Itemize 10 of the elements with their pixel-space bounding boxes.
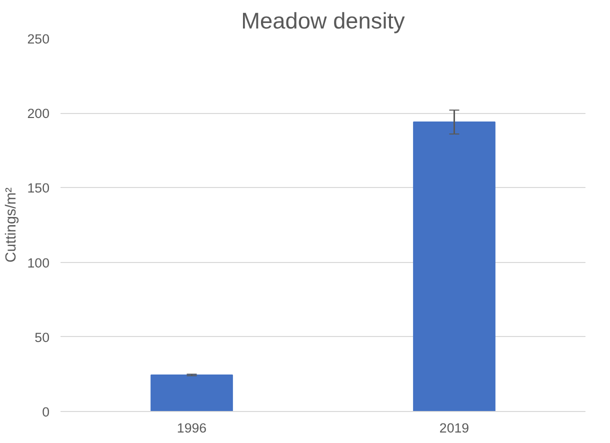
y-tick-label: 50 bbox=[34, 330, 50, 345]
chart-title: Meadow density bbox=[241, 8, 406, 34]
y-tick-label: 250 bbox=[27, 32, 50, 46]
y-tick-label: 150 bbox=[27, 180, 50, 196]
y-axis-title: Cuttings/m² bbox=[3, 187, 20, 262]
y-tick-label: 100 bbox=[27, 255, 50, 270]
y-tick-label: 200 bbox=[27, 106, 50, 122]
x-tick-label: 2019 bbox=[439, 420, 470, 436]
x-tick-label: 1996 bbox=[176, 420, 207, 436]
y-tick-label: 0 bbox=[42, 404, 50, 420]
